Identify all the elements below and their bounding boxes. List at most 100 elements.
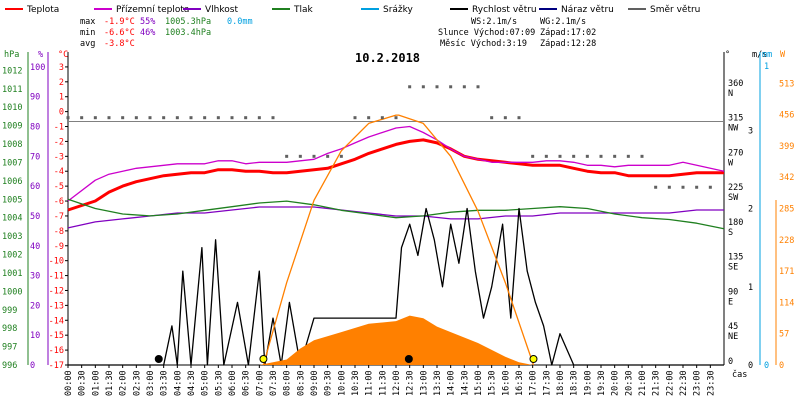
pressure-tick-label: 1001 xyxy=(2,269,22,279)
wind-info-panel: WS:2.1m/s WG:2.1m/s Slunce Východ:07:09 … xyxy=(438,17,596,49)
humidity-tick-label: 80 xyxy=(30,123,40,133)
direction-point xyxy=(572,154,576,158)
x-tick-label: 13:30 xyxy=(433,370,443,396)
direction-point xyxy=(353,116,357,120)
min-press: 1003.4hPa xyxy=(165,28,211,38)
direction-point xyxy=(203,116,207,120)
x-tick-label: 04:30 xyxy=(187,370,197,396)
x-tick-label: 20:30 xyxy=(624,370,634,396)
pressure-tick-label: 998 xyxy=(2,324,17,334)
temp-tick-label: -5 xyxy=(54,182,64,192)
pressure-tick-label: 1010 xyxy=(2,103,22,113)
x-tick-label: 02:30 xyxy=(132,370,142,396)
humidity-tick-label: 50 xyxy=(30,212,40,222)
unit-degc: °C xyxy=(58,50,68,60)
direction-deg-label: 90 xyxy=(728,287,738,297)
x-tick-label: 11:30 xyxy=(378,370,388,396)
direction-point xyxy=(626,154,630,158)
direction-dir-label: N xyxy=(728,89,733,99)
pressure-tick-label: 1000 xyxy=(2,287,22,297)
temp-tick-label: -7 xyxy=(54,212,64,222)
unit-mm: mm xyxy=(762,50,772,60)
x-tick-label: 01:30 xyxy=(105,370,115,396)
direction-dir-label: W xyxy=(728,158,734,168)
max-hum: 55% xyxy=(140,17,155,27)
solar-tick-label: 228 xyxy=(779,236,794,246)
temp-tick-label: 2 xyxy=(59,78,64,88)
x-tick-label: 17:00 xyxy=(529,370,539,396)
temp-tick-label: -4 xyxy=(54,167,64,177)
direction-point xyxy=(408,85,412,89)
avg-temp: -3.8°C xyxy=(104,39,135,49)
direction-point xyxy=(216,116,220,120)
min-hum: 46% xyxy=(140,28,155,38)
direction-point xyxy=(66,116,70,120)
direction-point xyxy=(175,116,179,120)
wind-tick-label: 1 xyxy=(748,283,753,293)
x-tick-label: 09:30 xyxy=(324,370,334,396)
solar-tick-label: 513 xyxy=(779,79,794,89)
direction-point xyxy=(107,116,111,120)
humidity-tick-label: 60 xyxy=(30,182,40,192)
x-tick-label: 18:30 xyxy=(570,370,580,396)
direction-point xyxy=(380,116,384,120)
max-rain: 0.0mm xyxy=(227,17,253,27)
rain-tick-label: 1 xyxy=(764,62,769,72)
direction-deg-label: 225 xyxy=(728,183,743,193)
wind-tick-label: 3 xyxy=(748,126,753,136)
direction-point xyxy=(544,154,548,158)
direction-deg-label: 360 xyxy=(728,79,743,89)
humidity-tick-label: 10 xyxy=(30,331,40,341)
wg-value: WG:2.1m/s xyxy=(540,17,586,27)
x-tick-label: 15:30 xyxy=(488,370,498,396)
wind-tick-label: 0 xyxy=(748,361,753,371)
direction-point xyxy=(449,85,453,89)
wind-tick-label: 2 xyxy=(748,205,753,215)
sunset-marker xyxy=(529,355,538,363)
pressure-tick-label: 996 xyxy=(2,361,17,371)
pressure-tick-label: 997 xyxy=(2,343,17,353)
direction-point xyxy=(271,116,275,120)
x-tick-label: 23:30 xyxy=(706,370,716,396)
direction-deg-label: 135 xyxy=(728,253,743,263)
direction-point xyxy=(189,116,193,120)
ws-value: WS:2.1m/s xyxy=(471,17,517,27)
direction-point xyxy=(244,116,248,120)
direction-point xyxy=(162,116,166,120)
x-tick-label: 19:00 xyxy=(583,370,593,396)
x-tick-label: 12:30 xyxy=(406,370,416,396)
x-tick-label: 16:00 xyxy=(501,370,511,396)
legend-label: Vlhkost xyxy=(205,5,238,15)
legend-label: Směr větru xyxy=(650,5,700,15)
unit-w: W xyxy=(780,50,786,60)
direction-dir-label: S xyxy=(728,228,733,238)
temp-tick-label: -2 xyxy=(54,137,64,147)
direction-point xyxy=(80,116,84,120)
sun-rise: Slunce Východ:07:09 xyxy=(438,28,535,38)
pressure-tick-label: 999 xyxy=(2,306,17,316)
x-tick-label: 07:00 xyxy=(255,370,265,396)
temp-tick-label: -6 xyxy=(54,197,64,207)
chart-title: 10.2.2018 xyxy=(355,51,420,65)
direction-point xyxy=(121,116,125,120)
x-tick-label: 03:00 xyxy=(146,370,156,396)
humidity-tick-label: 90 xyxy=(30,93,40,103)
direction-point xyxy=(285,154,289,158)
pressure-tick-label: 1012 xyxy=(2,66,22,76)
temp-tick-label: -13 xyxy=(49,301,64,311)
x-tick-label: 06:00 xyxy=(228,370,238,396)
moon-rise: Měsíc Východ:3:19 xyxy=(440,39,527,49)
moonrise-marker xyxy=(154,355,163,363)
legend-label: Náraz větru xyxy=(561,5,614,15)
x-tick-label: 22:30 xyxy=(679,370,689,396)
x-tick-label: 04:00 xyxy=(173,370,183,396)
x-tick-label: 18:00 xyxy=(556,370,566,396)
direction-deg-label: 180 xyxy=(728,218,743,228)
x-tick-label: 08:00 xyxy=(283,370,293,396)
x-tick-label: 00:30 xyxy=(78,370,88,396)
temp-tick-label: 3 xyxy=(59,63,64,73)
legend-label: Teplota xyxy=(26,5,59,15)
unit-hpa: hPa xyxy=(4,50,19,60)
legend-label: Přízemní teplota xyxy=(116,5,189,15)
direction-point xyxy=(695,185,699,189)
